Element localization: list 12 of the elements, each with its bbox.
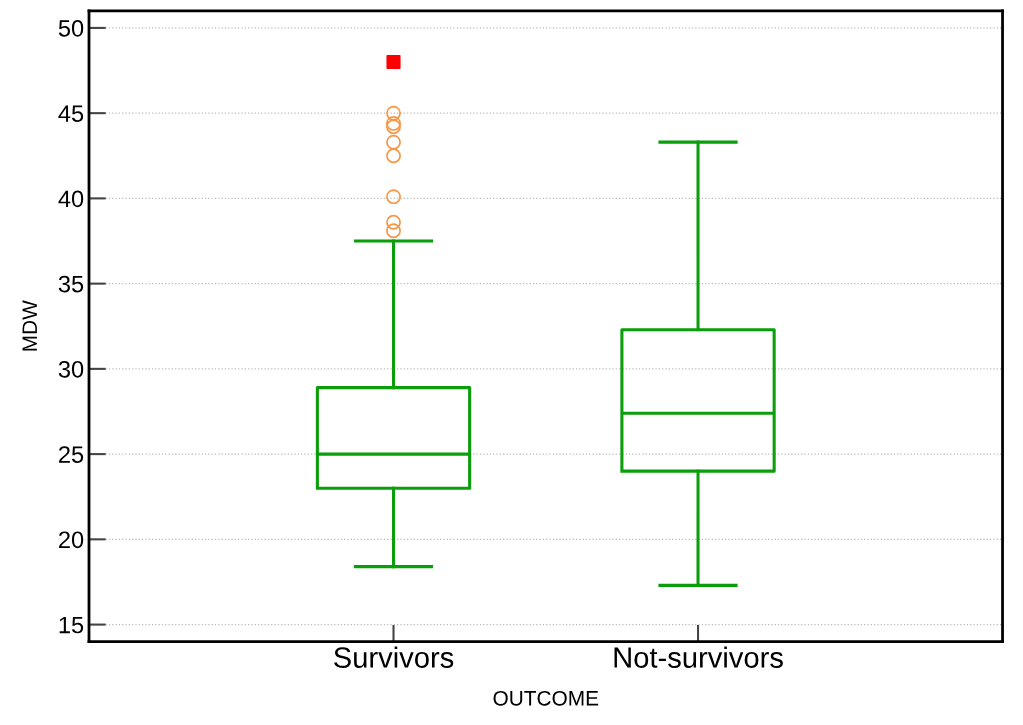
y-tick-label: 50 <box>58 19 84 37</box>
y-tick-label: 30 <box>58 360 84 378</box>
x-axis-title: OUTCOME <box>493 690 599 706</box>
y-axis-title: MDW <box>22 300 37 351</box>
y-tick-label: 25 <box>59 446 84 463</box>
x-tick-label: Survivors <box>334 646 454 668</box>
x-tick-label: Not-survivors <box>614 646 783 668</box>
y-tick-label: 35 <box>58 275 84 293</box>
y-tick-label: 20 <box>59 531 84 549</box>
y-tick-label: 45 <box>58 105 84 122</box>
y-tick-label: 15 <box>59 616 84 634</box>
y-tick-label: 40 <box>58 190 84 208</box>
